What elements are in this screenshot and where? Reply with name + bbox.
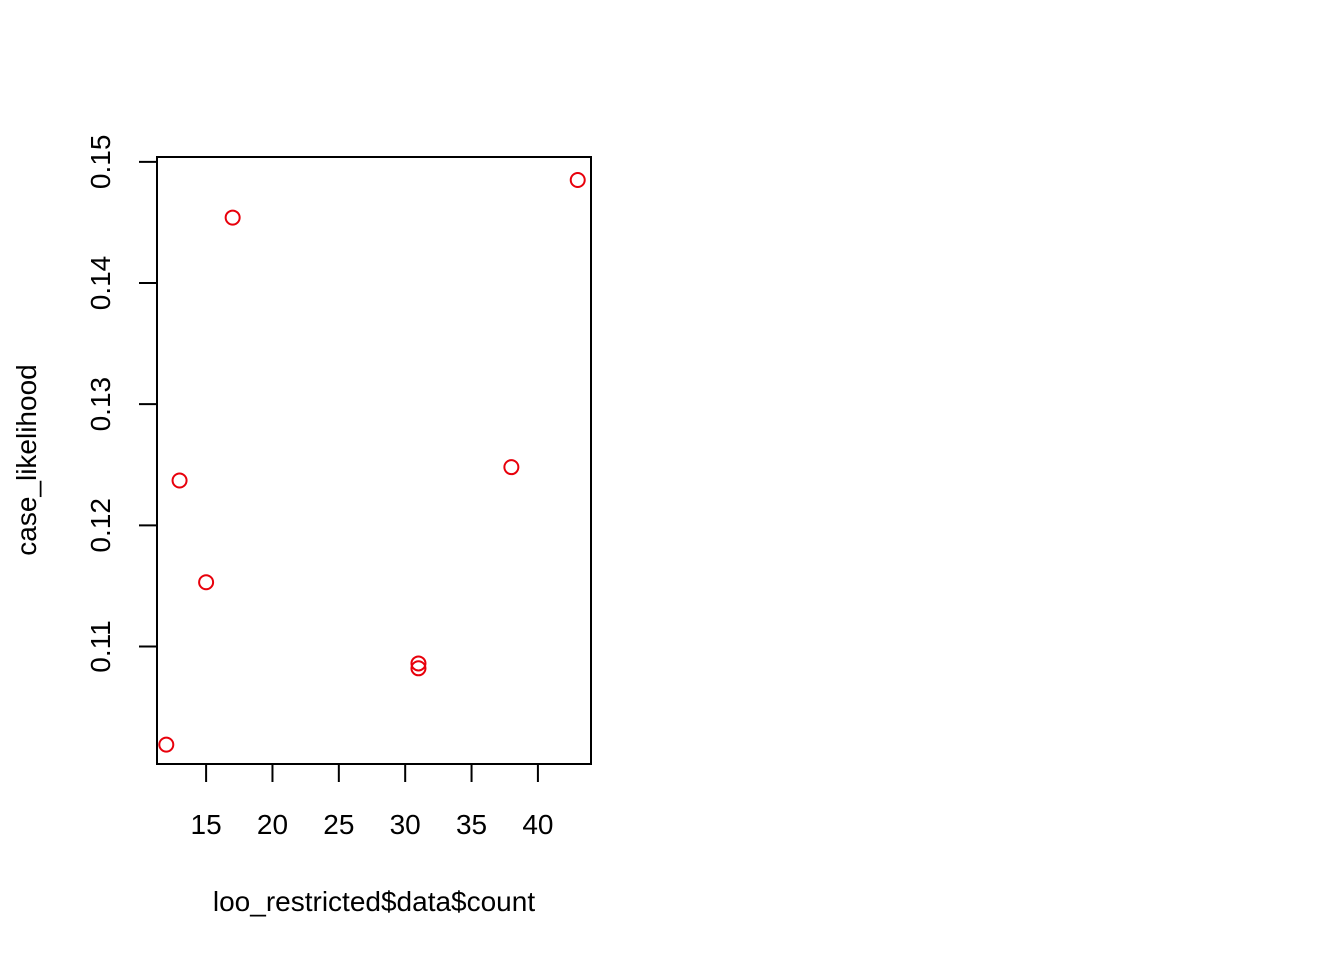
data-point <box>410 660 427 677</box>
data-points <box>158 172 586 753</box>
data-point <box>198 574 215 591</box>
plot-frame <box>156 156 592 765</box>
data-point <box>569 172 586 189</box>
x-axis-title: loo_restricted$data$count <box>213 886 535 917</box>
y-tick-label: 0.15 <box>85 135 116 190</box>
y-axis: 0.11 0.12 0.13 0.14 0.15 <box>85 135 158 673</box>
x-tick-label: 35 <box>456 809 487 840</box>
x-axis: 15 20 25 30 35 40 <box>191 763 553 840</box>
y-axis-title: case_likelihood <box>11 364 42 555</box>
data-point <box>224 209 241 226</box>
y-tick-label: 0.14 <box>85 256 116 311</box>
data-point <box>503 459 520 476</box>
y-tick-label: 0.12 <box>85 498 116 553</box>
x-tick-label: 40 <box>522 809 553 840</box>
y-tick-label: 0.13 <box>85 377 116 432</box>
y-tick-label: 0.11 <box>85 620 116 672</box>
data-point <box>410 655 427 672</box>
x-tick-label: 15 <box>191 809 222 840</box>
x-tick-label: 20 <box>257 809 288 840</box>
x-tick-label: 25 <box>323 809 354 840</box>
data-point <box>171 472 188 489</box>
x-tick-label: 30 <box>390 809 421 840</box>
data-point <box>158 736 175 753</box>
